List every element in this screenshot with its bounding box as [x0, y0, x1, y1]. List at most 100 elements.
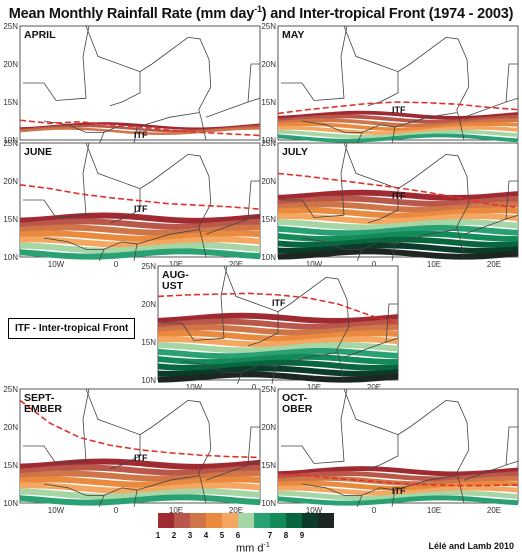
country-border: [271, 367, 276, 384]
longitude-tick-label: 10W: [48, 506, 65, 515]
country-border: [505, 426, 518, 466]
country-border: [505, 63, 518, 103]
month-label: APRIL: [24, 29, 56, 41]
rain-band-level-6: [20, 488, 260, 500]
colorbar-cell: [238, 513, 254, 528]
title-superscript: -1: [254, 4, 262, 14]
latitude-tick-label: 10N: [261, 253, 276, 262]
rain-band-level-6: [278, 129, 518, 139]
rain-band-level-9: [158, 359, 398, 371]
panel-june-svg: ITF JUNE 25N 20N 15N 10N 10W 0 10E 20E: [3, 139, 261, 269]
month-label: AUG-: [162, 269, 189, 281]
country-border: [397, 153, 470, 204]
colorbar-tick: 1: [155, 531, 161, 540]
rain-band-level-5: [20, 482, 260, 494]
title-text: Mean Monthly Rainfall Rate (mm day: [8, 5, 255, 22]
colorbar-cell: [318, 513, 334, 528]
longitude-tick-label: 10E: [169, 506, 183, 515]
unit-superscript: -1: [263, 542, 270, 549]
country-border: [397, 399, 470, 450]
itf-label: ITF: [134, 453, 148, 463]
panel-may: ITF MAY 25N 20N 15N 10N: [261, 22, 520, 157]
country-border: [247, 63, 260, 103]
rain-band-level-1: [278, 466, 518, 477]
rain-band-level-2: [20, 124, 260, 133]
rain-band-level-7: [20, 248, 260, 260]
country-border: [139, 399, 212, 450]
longitude-tick-label: 20E: [229, 260, 243, 269]
country-border: [98, 132, 105, 144]
country-border: [198, 203, 212, 258]
country-border: [198, 86, 212, 141]
itf-front-line: [277, 101, 519, 115]
latitude-tick-label: 15N: [261, 98, 276, 107]
longitude-tick-label: 10E: [427, 260, 441, 269]
rain-band-level-5: [278, 213, 518, 225]
longitude-tick-label: 20E: [367, 383, 381, 392]
country-border: [301, 229, 457, 250]
panel-october-svg: ITF OCT-OBER 25N 20N 15N 10N 10W 0 10E 20E: [261, 385, 519, 515]
colorbar-tick: 6: [235, 531, 241, 540]
latitude-tick-label: 10N: [261, 136, 276, 145]
rain-band-level-2: [278, 114, 518, 124]
colorbar-tick: 9: [299, 531, 305, 540]
colorbar-tick: 3: [187, 531, 193, 540]
rain-band-level-11: [278, 248, 518, 260]
rain-band-level-5: [278, 485, 518, 496]
latitude-tick-label: 10N: [3, 136, 18, 145]
country-border: [247, 180, 260, 220]
colorbar-cell: [222, 513, 238, 528]
panel-september-svg: ITF SEPT-EMBER 25N 20N 15N 10N 10W 0 10E 20E: [3, 385, 261, 515]
itf-label: ITF: [134, 130, 148, 140]
rain-band-level-7: [20, 494, 260, 506]
month-label: OBER: [282, 403, 313, 415]
rain-band-level-4: [20, 230, 260, 242]
latitude-tick-label: 20N: [261, 177, 276, 186]
panel-september: ITF SEPT- EMBER 25N 20N 15N 10N 10W 0 10E 20E: [3, 385, 262, 520]
country-border: [133, 127, 138, 144]
country-border: [85, 142, 141, 224]
month-label: SEPT-: [24, 392, 55, 404]
longitude-tick-label: 0: [114, 260, 119, 269]
rain-band-level-2: [20, 464, 260, 476]
figure-title: Mean Monthly Rainfall Rate (mm day-1) an…: [0, 4, 522, 22]
colorbar-tick: 7: [267, 531, 273, 540]
latitude-tick-label: 20N: [261, 60, 276, 69]
month-label: OCT-: [282, 392, 308, 404]
source-credit: Lélé and Lamb 2010: [428, 541, 514, 551]
itf-legend-note: ITF - Inter-tropical Front: [8, 318, 136, 339]
latitude-tick-label: 15N: [3, 461, 18, 470]
latitude-tick-label: 15N: [141, 338, 156, 347]
panel-october: ITF OCT- OBER 25N 20N 15N 10N 10W 0 10E 20E: [261, 385, 520, 520]
month-label: UST: [162, 280, 184, 292]
colorbar-cell: [302, 513, 318, 528]
latitude-tick-label: 25N: [261, 385, 276, 394]
country-border: [236, 372, 243, 384]
rain-band-level-8: [158, 353, 398, 366]
longitude-tick-label: 20E: [229, 506, 243, 515]
latitude-tick-label: 25N: [3, 385, 18, 394]
colorbar-cell: [158, 513, 174, 528]
longitude-tick-label: 0: [252, 383, 257, 392]
itf-front-line: [277, 172, 519, 209]
longitude-tick-label: 10W: [48, 260, 65, 269]
country-border: [139, 153, 212, 204]
country-border: [43, 475, 199, 496]
rain-band-level-4: [158, 330, 398, 342]
latitude-tick-label: 15N: [3, 215, 18, 224]
rain-band-level-8: [278, 230, 518, 243]
latitude-tick-label: 25N: [141, 262, 156, 271]
colorbar-tick: 4: [203, 531, 209, 540]
rain-band-level-4: [278, 122, 518, 132]
latitude-tick-label: 15N: [261, 461, 276, 470]
colorbar-cell: [286, 513, 302, 528]
latitude-tick-label: 15N: [261, 215, 276, 224]
rain-band-level-6: [278, 490, 518, 501]
itf-front-line: [19, 184, 261, 210]
country-border: [247, 426, 260, 466]
rain-band-level-7: [278, 495, 518, 506]
country-border: [43, 229, 199, 250]
colorbar-cell: [174, 513, 190, 528]
country-border: [336, 326, 350, 381]
longitude-tick-label: 0: [114, 506, 119, 515]
